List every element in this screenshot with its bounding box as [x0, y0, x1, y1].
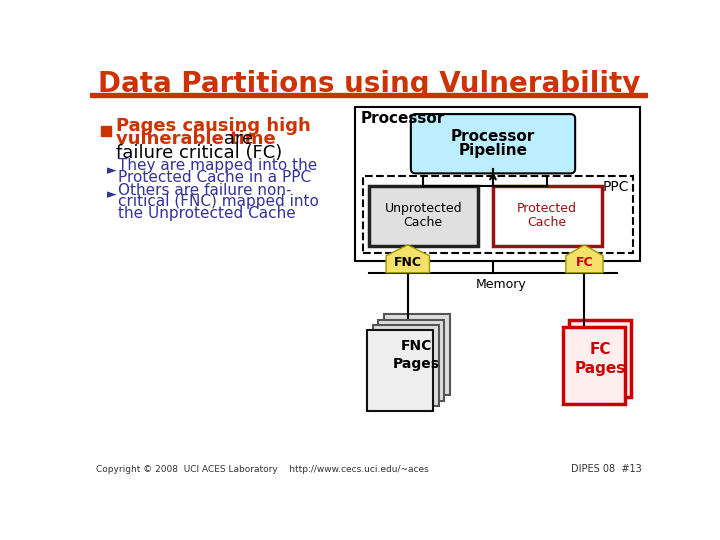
Text: DIPES 08  #13: DIPES 08 #13: [571, 464, 642, 475]
Text: failure critical (FC): failure critical (FC): [116, 144, 282, 161]
Text: FC: FC: [575, 256, 593, 269]
FancyBboxPatch shape: [411, 114, 575, 173]
Text: ►: ►: [107, 188, 117, 201]
Text: Pages causing high: Pages causing high: [116, 117, 310, 136]
Text: Data Partitions using Vulnerability: Data Partitions using Vulnerability: [98, 70, 640, 98]
Text: Memory: Memory: [475, 278, 526, 291]
Text: FC
Pages: FC Pages: [575, 341, 626, 376]
FancyBboxPatch shape: [373, 325, 438, 406]
Text: FNC
Pages: FNC Pages: [393, 339, 440, 372]
Text: Pipeline: Pipeline: [459, 143, 528, 158]
Text: Others are failure non-: Others are failure non-: [118, 183, 292, 198]
Text: ►: ►: [107, 164, 117, 177]
Text: They are mapped into the: They are mapped into the: [118, 158, 317, 173]
Text: Copyright © 2008  UCI ACES Laboratory    http://www.cecs.uci.edu/~aces: Copyright © 2008 UCI ACES Laboratory htt…: [96, 465, 429, 475]
Text: Protected: Protected: [517, 202, 577, 215]
Text: critical (FNC) mapped into: critical (FNC) mapped into: [118, 194, 319, 210]
Text: Protected Cache in a PPC: Protected Cache in a PPC: [118, 170, 311, 185]
Text: Unprotected: Unprotected: [384, 202, 462, 215]
Text: the Unprotected Cache: the Unprotected Cache: [118, 206, 296, 221]
Polygon shape: [386, 245, 429, 273]
Bar: [355, 107, 640, 261]
Bar: [90, 93, 648, 97]
FancyBboxPatch shape: [367, 330, 433, 411]
Bar: [493, 186, 601, 246]
Polygon shape: [566, 245, 603, 273]
FancyBboxPatch shape: [569, 320, 631, 397]
Text: vulnerable time: vulnerable time: [116, 131, 275, 149]
Bar: [369, 186, 477, 246]
Bar: [101, 126, 111, 136]
Text: PPC: PPC: [603, 179, 629, 193]
Text: are: are: [218, 131, 253, 149]
Bar: [363, 177, 632, 253]
Text: Cache: Cache: [528, 216, 567, 229]
Text: Processor: Processor: [361, 111, 445, 126]
Text: Cache: Cache: [404, 216, 443, 229]
FancyBboxPatch shape: [563, 327, 625, 403]
FancyBboxPatch shape: [378, 320, 444, 401]
Text: Processor: Processor: [451, 129, 535, 144]
Text: FNC: FNC: [394, 256, 422, 269]
FancyBboxPatch shape: [384, 314, 449, 395]
